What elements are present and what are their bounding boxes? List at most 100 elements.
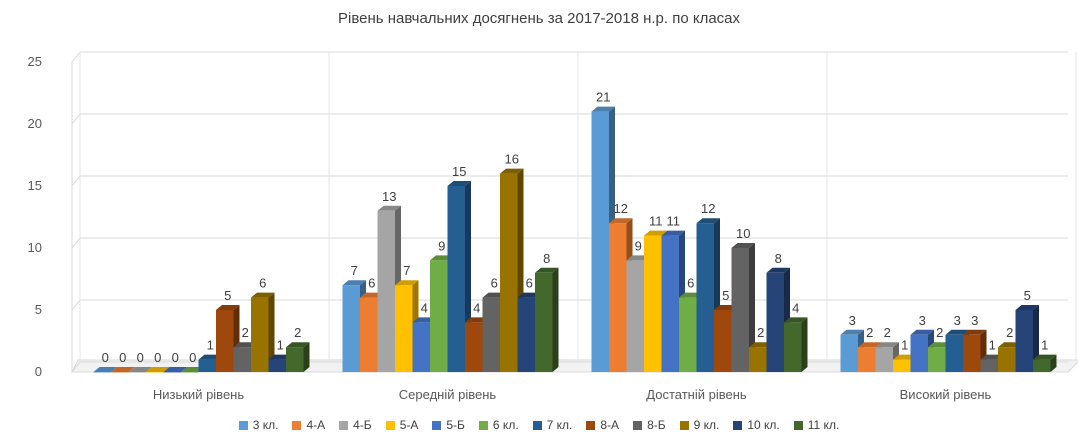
bar-top: [963, 329, 987, 335]
data-label: 7: [351, 263, 358, 278]
bar: [93, 367, 117, 373]
data-label: 1: [1041, 338, 1048, 353]
legend-label: 9 кл.: [693, 418, 720, 432]
bar-front: [591, 111, 609, 372]
bar-front: [696, 223, 714, 372]
bar-front: [535, 272, 553, 372]
data-label: 2: [1006, 325, 1013, 340]
data-label: 0: [189, 350, 196, 365]
legend-label: 8-Б: [647, 418, 666, 432]
legend-swatch: [532, 420, 542, 430]
data-label: 0: [172, 350, 179, 365]
bar-front: [465, 322, 483, 372]
legend-item: 6 кл.: [478, 418, 519, 432]
data-label: 3: [954, 313, 961, 328]
bar-top: [111, 367, 135, 372]
data-label: 1: [901, 338, 908, 353]
legend-item: 4-Б: [339, 418, 372, 432]
bar-front: [517, 297, 535, 372]
bar-front: [233, 347, 251, 372]
bar: [111, 367, 135, 373]
bar-series: [93, 106, 1057, 373]
legend-label: 5-А: [399, 418, 419, 432]
x-tick-label: Середній рівень: [399, 387, 497, 402]
bar-front: [216, 310, 234, 372]
bar-top: [591, 106, 615, 112]
bar-top: [377, 205, 401, 211]
x-tick-label: Низький рівень: [153, 387, 244, 402]
legend-label: 5-Б: [446, 418, 465, 432]
y-tick-label: 10: [28, 240, 42, 255]
data-label: 11: [667, 214, 681, 229]
legend-swatch: [292, 420, 302, 430]
bar-front: [198, 359, 216, 372]
legend-swatch: [478, 420, 488, 430]
bar-front: [963, 334, 981, 372]
bar-front: [111, 372, 129, 373]
legend-swatch: [238, 420, 248, 430]
bar-front: [714, 310, 732, 372]
legend-label: 8-А: [600, 418, 620, 432]
bar-front: [731, 248, 749, 372]
data-label: 12: [701, 201, 715, 216]
gridline-diagonal: [71, 237, 81, 249]
data-label: 5: [722, 288, 729, 303]
data-label: 5: [1024, 288, 1031, 303]
bar-front: [945, 334, 963, 372]
bar-front: [875, 347, 893, 372]
legend-swatch: [633, 420, 643, 430]
bar-top: [286, 342, 310, 348]
bar: [128, 367, 152, 373]
legend-label: 11 кл.: [807, 418, 840, 432]
data-label: 6: [687, 276, 694, 291]
data-label: 9: [635, 238, 642, 253]
data-label: 11: [649, 214, 663, 229]
bar-top: [251, 292, 275, 298]
bar-top: [1015, 305, 1039, 310]
gridline-diagonal: [71, 175, 81, 187]
data-label: 2: [294, 325, 301, 340]
bar-front: [181, 372, 199, 373]
bar: [163, 367, 187, 373]
bar-side: [801, 317, 808, 372]
data-label: 4: [421, 300, 428, 315]
data-label: 10: [736, 226, 750, 241]
legend-swatch: [385, 420, 395, 430]
x-tick-label: Високий рівень: [900, 387, 992, 402]
legend-item: 8-Б: [633, 418, 666, 432]
legend-item: 11 кл.: [793, 418, 840, 432]
bar-top: [661, 230, 685, 236]
bar-front: [447, 186, 465, 372]
data-label: 8: [775, 251, 782, 266]
legend-swatch: [432, 420, 442, 430]
bar-front: [749, 347, 767, 372]
data-label: 2: [242, 325, 249, 340]
bar-front: [998, 347, 1016, 372]
data-label: 9: [438, 238, 445, 253]
bar-top: [696, 218, 720, 224]
legend-label: 10 кл.: [747, 418, 780, 432]
bar-front: [163, 372, 181, 373]
y-tick-label: 15: [28, 178, 42, 193]
data-label: 6: [491, 276, 498, 291]
bar: [146, 367, 170, 373]
legend-item: 3 кл.: [238, 418, 278, 432]
bar-front: [395, 285, 413, 372]
data-label: 0: [102, 350, 109, 365]
data-label: 2: [866, 325, 873, 340]
data-label: 6: [368, 276, 375, 291]
bar-side: [552, 267, 559, 372]
bar-top: [784, 317, 808, 323]
bar-front: [626, 260, 644, 372]
bar-front: [609, 223, 627, 372]
y-tick-label: 25: [28, 54, 42, 69]
bar-front: [784, 322, 802, 372]
bar-front: [840, 334, 858, 372]
data-label: 1: [277, 338, 284, 353]
legend-item: 5-А: [385, 418, 419, 432]
bar-top: [447, 181, 471, 186]
bar-front: [766, 272, 784, 372]
data-label: 5: [224, 288, 231, 303]
